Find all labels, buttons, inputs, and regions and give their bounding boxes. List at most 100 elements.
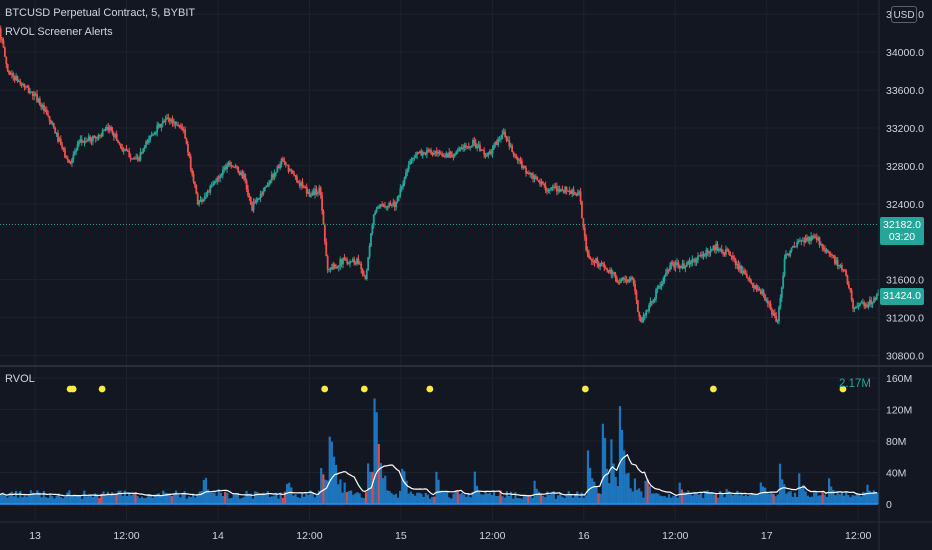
- volume-bar: [866, 484, 869, 504]
- candle-body: [414, 155, 417, 158]
- volume-bar: [236, 492, 240, 504]
- volume-bar: [435, 471, 438, 504]
- candle-body: [0, 28, 2, 39]
- candle-body: [5, 56, 8, 65]
- candle-body: [178, 125, 181, 127]
- volume-bar: [659, 495, 662, 504]
- candle-body: [167, 117, 170, 119]
- candle-body: [664, 272, 667, 276]
- volume-bar: [751, 493, 754, 504]
- volume-bar: [330, 441, 333, 504]
- candle-body: [297, 182, 300, 184]
- candle-body: [564, 186, 567, 193]
- candle-body: [185, 138, 188, 145]
- volume-bar: [6, 497, 9, 504]
- candle-body: [709, 250, 712, 254]
- candle-body: [318, 187, 321, 193]
- candle-body: [111, 129, 114, 134]
- volume-bar: [367, 463, 370, 504]
- candle-body: [308, 191, 311, 197]
- rvol-alert-dot: [321, 385, 329, 393]
- volume-bar: [59, 497, 62, 504]
- candle-body: [321, 195, 323, 211]
- candle-body: [455, 151, 458, 154]
- candle-body: [667, 269, 670, 271]
- candle-body: [687, 261, 690, 263]
- candle-body: [702, 254, 705, 257]
- candle-body: [55, 132, 58, 134]
- volume-bar: [544, 497, 547, 504]
- candle-body: [569, 190, 572, 195]
- volume-bar: [618, 406, 622, 504]
- volume-bar: [753, 494, 756, 504]
- candle-body: [386, 206, 389, 208]
- candle-body: [618, 282, 621, 284]
- candle-body: [773, 313, 776, 316]
- candle-body: [747, 277, 750, 279]
- candle-body: [154, 132, 157, 135]
- volume-bar: [800, 488, 803, 504]
- candle-body: [403, 177, 406, 184]
- candle-body: [406, 169, 409, 173]
- symbol-title[interactable]: BTCUSD Perpetual Contract, 5, BYBIT: [5, 7, 196, 19]
- volume-bar: [326, 480, 329, 504]
- candle-body: [224, 167, 227, 169]
- candle-body: [62, 148, 65, 150]
- candle-body: [258, 197, 261, 199]
- candle-body: [614, 273, 617, 279]
- candle-body: [706, 249, 709, 253]
- candle-body: [557, 189, 560, 192]
- candle-body: [853, 307, 856, 309]
- volume-bar: [766, 493, 769, 504]
- volume-bar: [725, 489, 728, 504]
- candle-body: [147, 139, 150, 143]
- candle-body: [484, 154, 487, 157]
- volume-bar: [89, 495, 92, 504]
- volume-bar: [665, 497, 669, 504]
- volume-bar: [29, 490, 33, 504]
- candle-body: [473, 140, 476, 143]
- candle-body: [712, 246, 715, 250]
- candle-body: [458, 148, 460, 152]
- volume-bar: [830, 486, 833, 504]
- volume-bar: [582, 497, 585, 504]
- rvol-alert-dot: [839, 385, 847, 393]
- candle-body: [307, 191, 310, 194]
- volume-bar: [535, 488, 538, 504]
- volume-bar: [179, 497, 182, 504]
- candle-body: [456, 151, 459, 153]
- volume-bar: [584, 495, 587, 504]
- volume-bar: [149, 494, 152, 504]
- candle-body: [808, 237, 811, 241]
- candle-body: [588, 253, 590, 258]
- candle-body: [160, 123, 163, 128]
- volume-bar: [593, 481, 596, 504]
- candle-body: [441, 154, 444, 157]
- time-tick-label: 15: [395, 530, 407, 542]
- volume-bar: [672, 496, 675, 504]
- price-tick-label: 32400.0: [886, 199, 924, 211]
- candle-body: [126, 150, 129, 152]
- currency-button[interactable]: USD: [891, 6, 917, 23]
- rvol-pane-label[interactable]: RVOL: [5, 373, 35, 385]
- indicator-title[interactable]: RVOL Screener Alerts: [5, 26, 113, 38]
- volume-bar: [8, 492, 11, 504]
- candle-body: [312, 191, 315, 195]
- volume-bar: [667, 494, 671, 504]
- candle-body: [34, 94, 37, 96]
- candle-body: [575, 194, 578, 196]
- volume-bar: [113, 493, 116, 504]
- candle-body: [722, 252, 724, 254]
- candle-body: [139, 152, 142, 161]
- candle-body: [797, 241, 800, 243]
- candle-body: [579, 191, 582, 202]
- volume-bar: [64, 497, 67, 504]
- candle-body: [645, 310, 648, 315]
- volume-bar: [19, 490, 22, 504]
- volume-bar: [610, 439, 613, 504]
- candle-body: [685, 262, 688, 267]
- volume-bar: [136, 496, 139, 504]
- volume-bar: [855, 494, 858, 504]
- candle-body: [596, 258, 599, 264]
